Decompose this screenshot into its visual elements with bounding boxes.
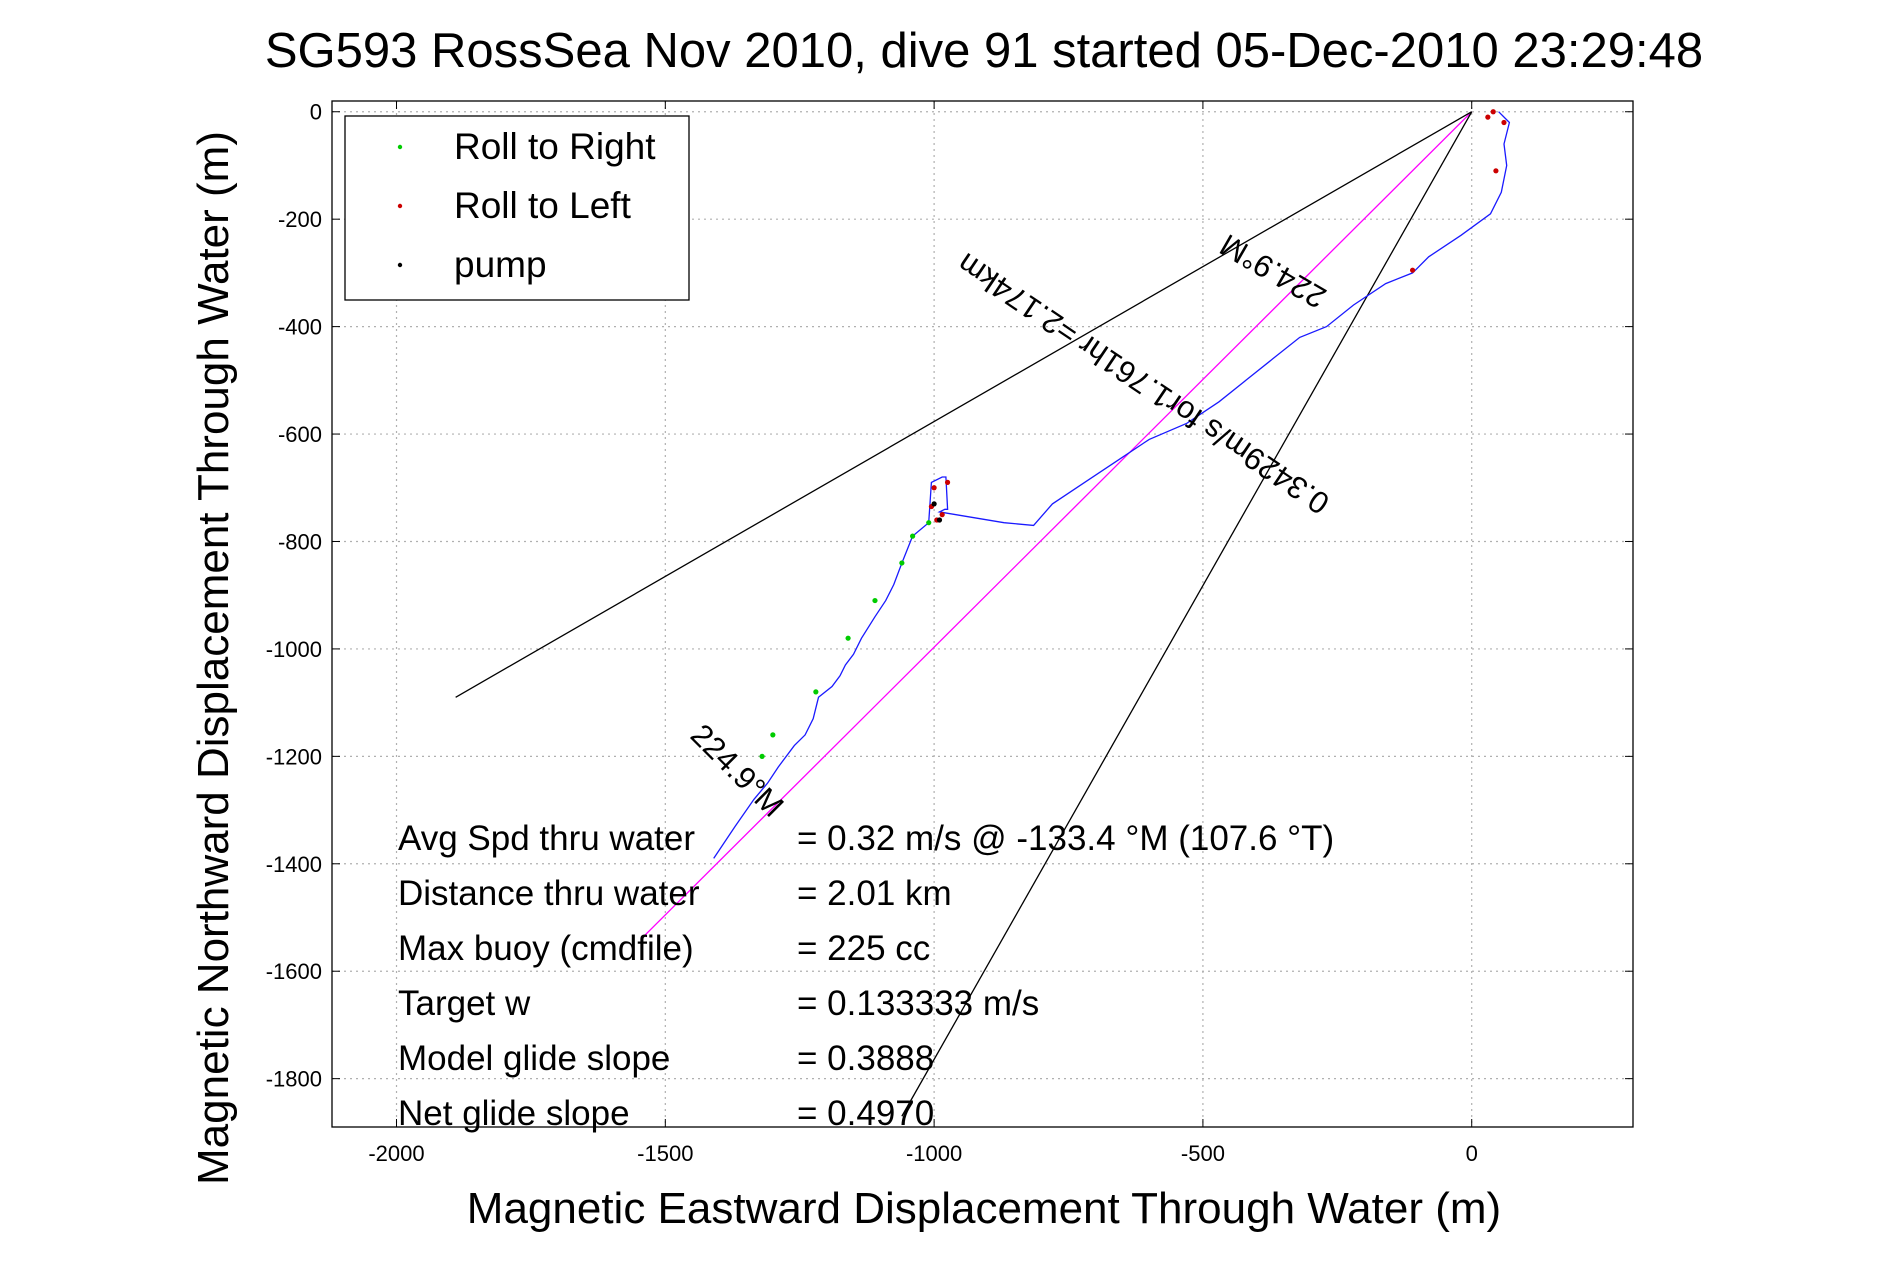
reference-line-black-upper — [455, 111, 1473, 698]
markers — [759, 109, 1507, 759]
x-axis-label: Magnetic Eastward Displacement Through W… — [467, 1184, 1501, 1233]
roll-left-point — [1490, 109, 1496, 115]
roll-right-point — [872, 597, 878, 604]
ticks: -2000 -1500 -1000 -500 0 0 -200 -400 -600 -800 -10… — [266, 100, 1633, 1166]
roll-left-point — [931, 485, 937, 491]
y-tick-label: -1800 — [266, 1067, 322, 1092]
roll-left-point — [939, 512, 945, 518]
stat-label: Target w — [398, 984, 531, 1023]
stat-value: = 0.32 m/s @ -133.4 °M (107.6 °T) — [797, 819, 1334, 858]
stat-value: = 2.01 km — [797, 874, 952, 913]
stat-value: = 225 cc — [797, 929, 930, 968]
x-tick-label: -1500 — [637, 1141, 693, 1166]
legend-marker — [397, 262, 403, 268]
y-tick-label: -1400 — [266, 852, 322, 877]
roll-right-point — [759, 753, 765, 759]
legend-label: pump — [454, 244, 547, 285]
roll-right-point — [845, 635, 851, 641]
roll-right-point — [899, 560, 905, 566]
legend-marker — [397, 203, 403, 209]
legend-label: Roll to Left — [454, 185, 632, 226]
roll-left-point — [1493, 168, 1499, 174]
stat-label: Distance thru water — [398, 874, 700, 913]
y-tick-label: -400 — [278, 315, 322, 340]
legend-marker — [397, 144, 403, 150]
stat-label: Net glide slope — [398, 1094, 630, 1133]
legend: Roll to Right Roll to Left pump — [344, 115, 690, 301]
x-tick-label: 0 — [1466, 1141, 1478, 1166]
reference-line-magenta — [643, 111, 1473, 937]
roll-left-point — [944, 479, 951, 485]
roll-left-point — [1501, 119, 1507, 126]
y-tick-label: 0 — [310, 100, 322, 125]
plot-frame — [331, 100, 1634, 1128]
y-axis-label: Magnetic Northward Displacement Through … — [189, 131, 238, 1185]
y-tick-label: -1000 — [266, 637, 322, 662]
y-tick-label: -1600 — [266, 959, 322, 984]
stat-label: Max buoy (cmdfile) — [398, 929, 694, 968]
pump-point — [936, 517, 943, 523]
stat-label: Model glide slope — [398, 1039, 670, 1078]
stat-value: = 0.3888 — [797, 1039, 934, 1078]
y-tick-label: -800 — [278, 529, 322, 554]
pump-point — [931, 501, 937, 507]
legend-label: Roll to Right — [454, 126, 656, 167]
reference-line-black-lower — [901, 111, 1473, 1117]
x-tick-label: -500 — [1181, 1141, 1225, 1166]
roll-left-point — [1409, 267, 1416, 273]
stat-value: = 0.4970 — [797, 1094, 934, 1133]
stat-label: Avg Spd thru water — [398, 819, 695, 858]
reference-lines — [455, 111, 1473, 1117]
roll-left-point — [1485, 114, 1491, 120]
annotation-label: 224.9°M — [1214, 227, 1332, 315]
stat-value: = 0.133333 m/s — [797, 984, 1039, 1023]
roll-right-point — [910, 533, 916, 539]
roll-right-point — [926, 520, 932, 526]
chart-title: SG593 RossSea Nov 2010, dive 91 started … — [265, 24, 1703, 78]
roll-right-point — [770, 732, 776, 738]
roll-right-point — [813, 689, 819, 695]
track — [713, 111, 1511, 859]
stats: Avg Spd thru water = 0.32 m/s @ -133.4 °M… — [398, 819, 1334, 1133]
x-tick-label: -1000 — [906, 1141, 962, 1166]
x-tick-label: -2000 — [368, 1141, 424, 1166]
y-tick-label: -200 — [278, 207, 322, 232]
legend-box — [344, 115, 690, 301]
y-tick-label: -600 — [278, 422, 322, 447]
track-line — [713, 111, 1511, 859]
y-tick-label: -1200 — [266, 744, 322, 769]
